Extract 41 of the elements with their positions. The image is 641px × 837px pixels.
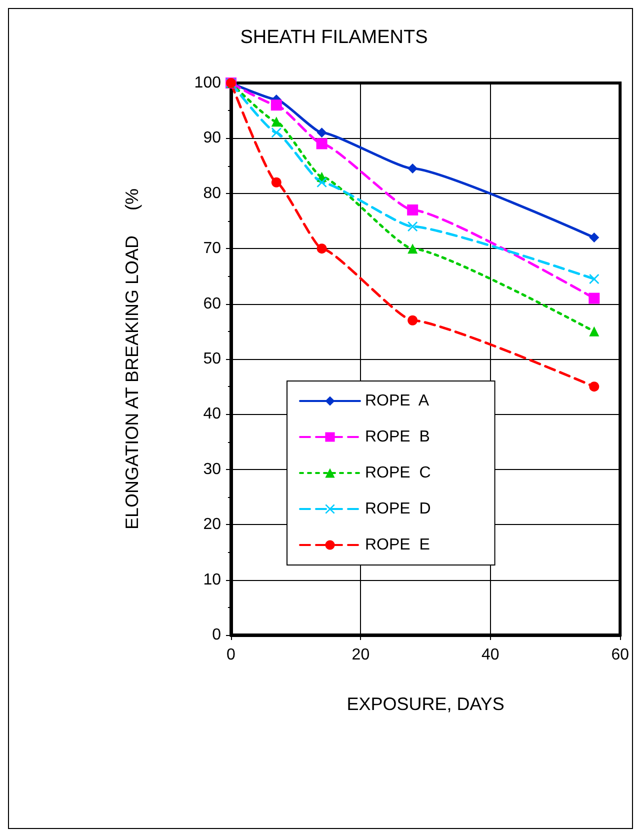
legend-label: ROPE E	[365, 536, 430, 554]
y-tick-label: 100	[194, 74, 222, 92]
y-tick-label: 50	[203, 350, 222, 368]
y-tick-label: 40	[203, 406, 222, 423]
y-tick-label: 10	[203, 571, 222, 588]
point	[408, 222, 418, 232]
y-tick-label: 70	[203, 240, 222, 258]
point	[316, 138, 328, 150]
point	[408, 164, 418, 174]
point	[407, 204, 418, 216]
point	[316, 177, 327, 188]
point	[271, 128, 282, 138]
y-tick-label: 60	[203, 295, 222, 312]
chart-title: SHEATH FILAMENTS	[240, 27, 428, 48]
point	[316, 244, 327, 254]
point	[271, 116, 282, 127]
point	[589, 274, 600, 284]
point	[270, 100, 282, 111]
legend-label: ROPE B	[365, 428, 430, 446]
point	[589, 232, 600, 243]
legend-label: ROPE C	[365, 464, 431, 482]
y-tick-label: 90	[203, 130, 222, 147]
x-tick-label: 20	[352, 646, 370, 664]
y-tick-label: 20	[203, 516, 222, 534]
point	[408, 244, 418, 254]
y-tick-label: 80	[203, 184, 222, 202]
y-tick-label: 0	[212, 626, 222, 644]
x-tick-label: 40	[482, 646, 500, 664]
point	[589, 326, 600, 336]
x-tick-label: 0	[226, 646, 236, 664]
x-axis-title: EXPOSURE, DAYS	[346, 694, 504, 714]
legend-label: ROPE A	[365, 392, 430, 410]
legend-label: ROPE D	[365, 500, 431, 518]
point	[408, 315, 418, 326]
point	[589, 382, 600, 392]
point	[588, 292, 600, 304]
x-tick-label: 60	[611, 646, 630, 664]
point	[271, 177, 282, 188]
y-tick-label: 30	[203, 460, 222, 478]
point	[316, 128, 327, 138]
y-axis-title: ELONGATION AT BREAKING LOAD (%	[122, 188, 142, 530]
